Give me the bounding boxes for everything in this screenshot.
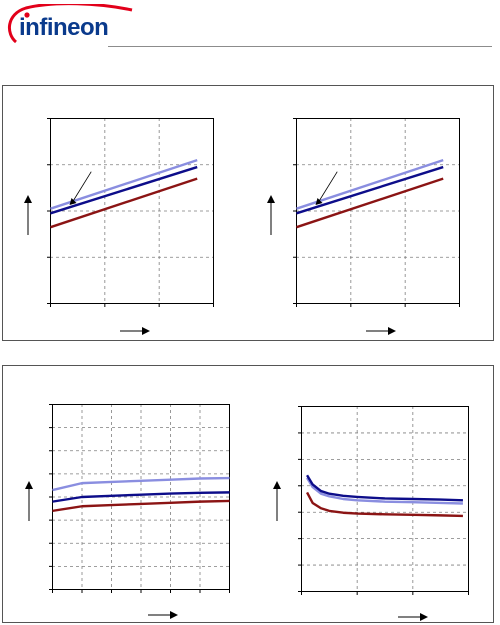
series-line-dark-blue	[50, 165, 198, 215]
series-line-dark-blue	[306, 474, 463, 502]
plot-area-border	[52, 404, 230, 590]
chart-bottom-left	[49, 404, 230, 593]
series-line-dark-blue	[296, 165, 444, 215]
logo-wordmark: infineon	[19, 14, 108, 41]
chart-top-right	[293, 118, 460, 307]
series-line-light-blue	[306, 477, 463, 505]
chart-top-left	[47, 118, 214, 307]
y-axis-arrow-icon	[24, 195, 32, 235]
y-axis-arrow-icon	[25, 481, 33, 521]
series-line-dark-blue	[52, 491, 230, 503]
x-axis-arrow-icon	[366, 327, 396, 335]
x-axis-arrow-icon	[398, 613, 428, 621]
header-rule	[108, 46, 492, 47]
infineon-logo: infineon	[7, 4, 133, 44]
series-line-dark-red	[306, 491, 463, 518]
plot-area-border	[50, 118, 214, 304]
plot-area-border	[301, 406, 469, 592]
annotation-arrow-line	[72, 171, 92, 203]
top-figure-frame	[2, 85, 494, 341]
series-line-light-blue	[296, 158, 444, 210]
y-axis-arrow-icon	[267, 195, 275, 235]
x-axis-arrow-icon	[120, 327, 150, 335]
annotation-arrow-line	[318, 171, 338, 203]
bottom-figure-frame	[2, 365, 494, 623]
annotation-arrowhead-icon	[315, 198, 323, 206]
logo-dot	[24, 12, 30, 18]
series-line-light-blue	[52, 476, 230, 492]
annotation-arrowhead-icon	[69, 198, 77, 206]
y-axis-arrow-icon	[273, 481, 281, 521]
series-line-dark-red	[52, 499, 230, 513]
plot-area-border	[296, 118, 460, 304]
series-line-dark-red	[296, 177, 444, 229]
logo-swoosh	[7, 4, 133, 44]
chart-bottom-right	[298, 406, 469, 595]
series-line-dark-red	[50, 177, 198, 229]
series-line-light-blue	[50, 158, 198, 210]
x-axis-arrow-icon	[148, 611, 178, 619]
